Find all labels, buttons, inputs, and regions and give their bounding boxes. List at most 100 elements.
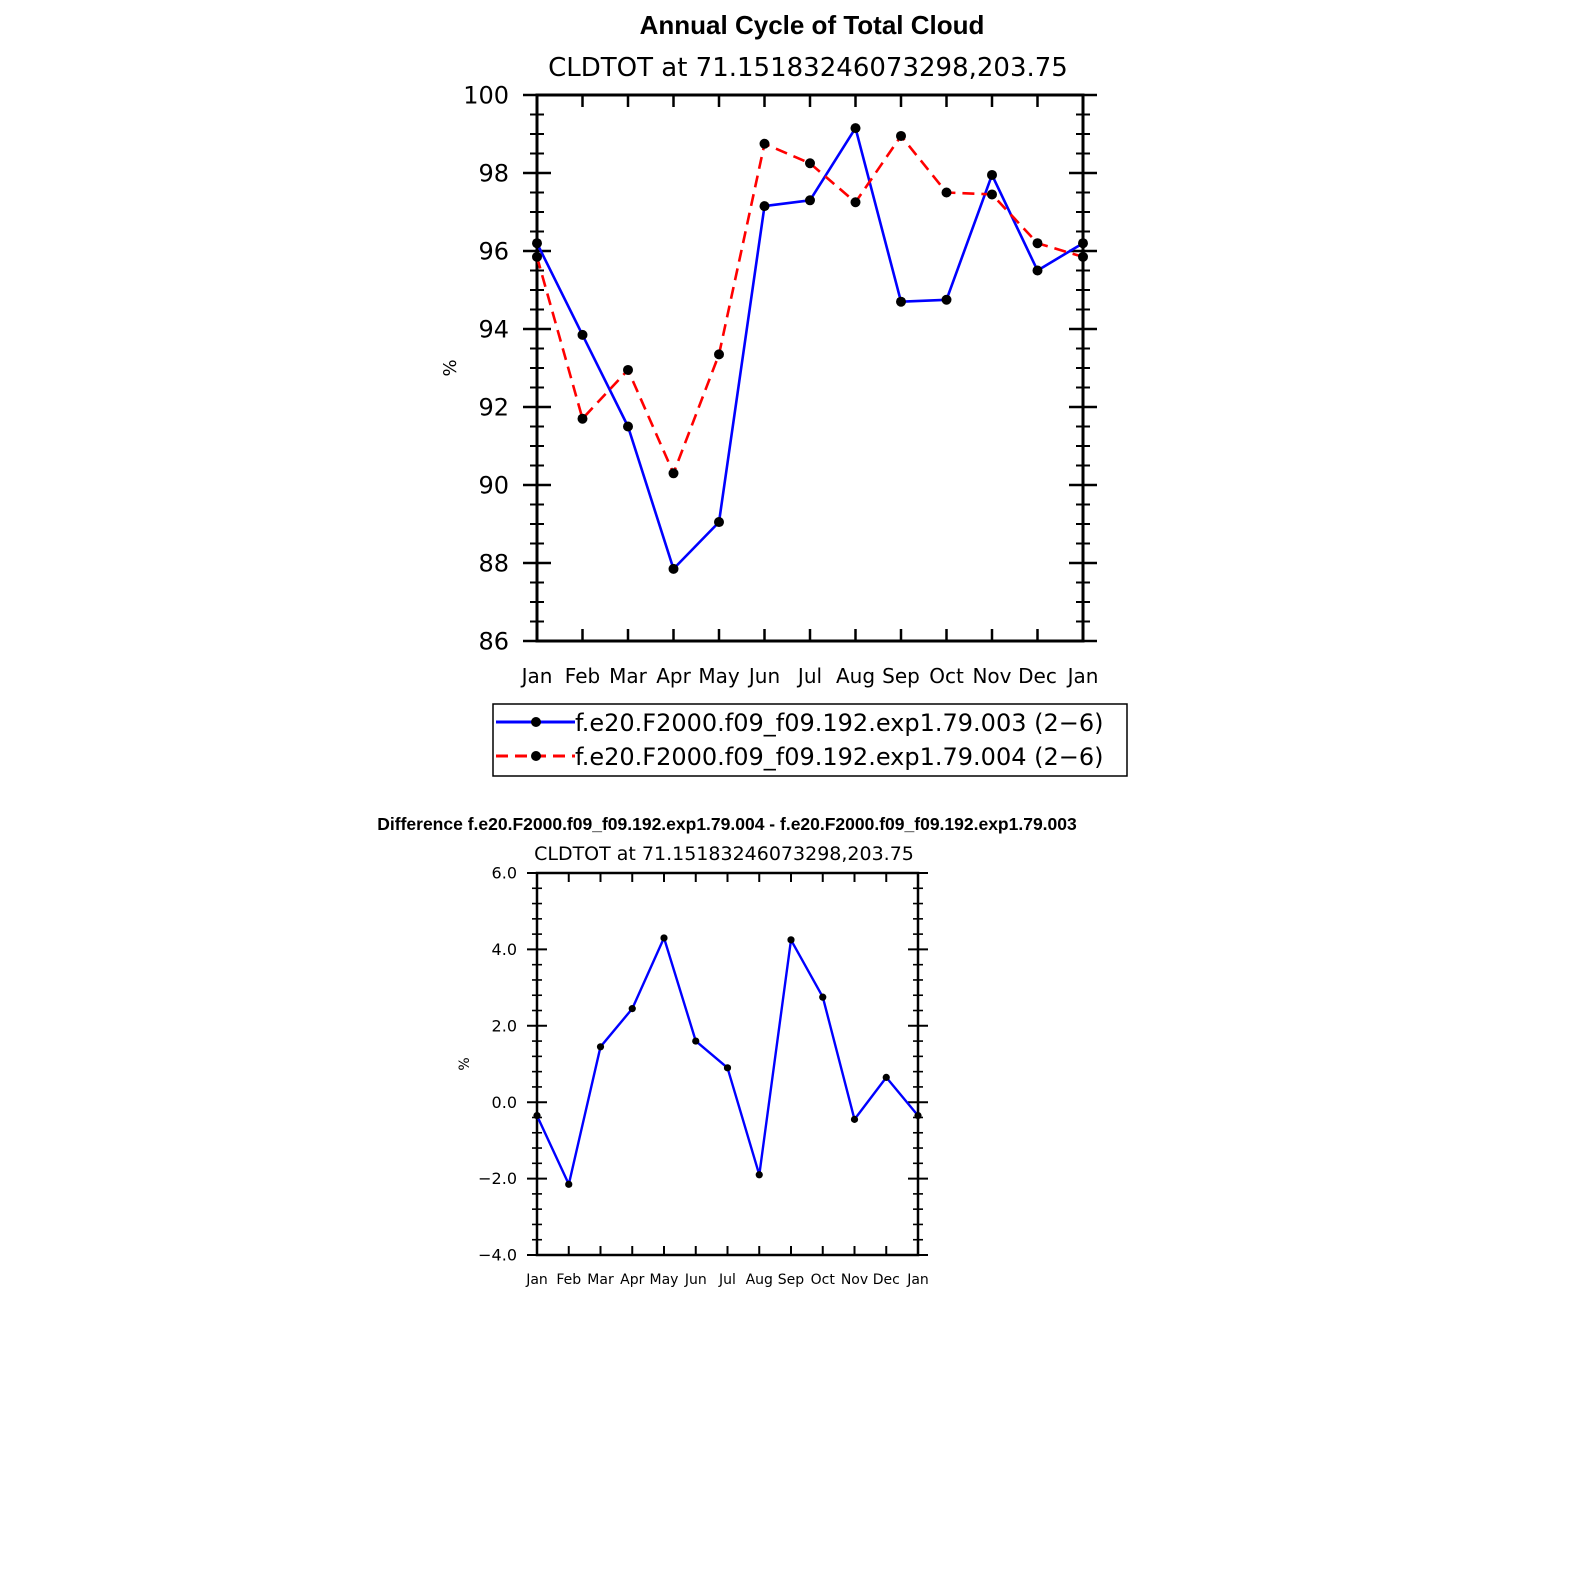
series-line-2 xyxy=(535,134,1084,475)
x-tick-label: Oct xyxy=(929,664,964,688)
chart2-plot: −4.0 −2.0 0.0 2.0 4.0 6.0 Jan Feb Mar Apr May Jun Ju… xyxy=(478,864,929,1288)
data-point-series-1 xyxy=(660,934,668,942)
data-point-series-2 xyxy=(987,189,997,200)
data-point-series-1 xyxy=(850,123,861,134)
x-tick-label: Feb xyxy=(556,1272,581,1288)
data-point-series-2 xyxy=(759,138,770,149)
data-point-series-1 xyxy=(914,1111,922,1120)
series-line-1 xyxy=(535,936,919,1186)
data-point-series-1 xyxy=(1032,265,1043,276)
x-tick-label: May xyxy=(698,664,740,688)
data-point-series-2 xyxy=(1032,238,1043,249)
data-point-series-1 xyxy=(896,296,906,307)
chart1-legend: f.e20.F2000.f09_f09.192.exp1.79.003 (2−6… xyxy=(492,703,1128,777)
y-tick-label: −2.0 xyxy=(478,1169,517,1188)
data-point-series-1 xyxy=(850,1115,859,1123)
chart1-subtitle: CLDTOT at 71.15183246073298,203.75 xyxy=(548,53,1068,83)
y-tick-label: 100 xyxy=(463,81,509,109)
x-tick-label: Jan xyxy=(1066,664,1099,688)
x-tick-label: Jun xyxy=(747,664,780,688)
x-tick-label: Jul xyxy=(718,1272,736,1288)
y-tick-label: 6.0 xyxy=(492,864,517,883)
y-tick-label: 92 xyxy=(478,393,509,421)
y-tick-label: 86 xyxy=(478,627,509,655)
data-point-series-2 xyxy=(941,187,952,198)
data-point-series-1 xyxy=(759,201,770,212)
y-tick-label: 4.0 xyxy=(492,940,517,959)
x-tick-label: Oct xyxy=(811,1272,836,1288)
chart1-ylabel: % xyxy=(440,359,461,376)
series-line-1 xyxy=(535,126,1084,571)
data-point-series-2 xyxy=(623,364,633,375)
data-point-series-2 xyxy=(805,158,815,169)
data-point-series-1 xyxy=(755,1171,763,1179)
x-tick-label: Mar xyxy=(587,1272,614,1288)
data-point-series-1 xyxy=(805,195,815,206)
x-tick-label: Feb xyxy=(565,664,600,688)
data-point-series-1 xyxy=(692,1037,700,1045)
chart1-title: Annual Cycle of Total Cloud xyxy=(640,10,985,40)
data-point-series-2 xyxy=(1078,251,1088,262)
plot-frame xyxy=(535,871,920,1257)
data-point-series-1 xyxy=(941,294,952,305)
x-tick-label: Sep xyxy=(778,1272,805,1288)
legend-label-series-1: f.e20.F2000.f09_f09.192.exp1.79.003 (2−6… xyxy=(575,709,1103,737)
legend-frame xyxy=(492,703,1128,777)
x-tick-label: Sep xyxy=(882,664,920,688)
data-point-series-1 xyxy=(668,563,679,574)
legend-label-series-2: f.e20.F2000.f09_f09.192.exp1.79.004 (2−6… xyxy=(575,743,1103,771)
data-point-series-1 xyxy=(623,421,633,432)
data-point-series-1 xyxy=(533,1111,541,1120)
x-tick-label: Jan xyxy=(520,664,553,688)
data-point-series-1 xyxy=(577,329,588,340)
x-tick-label: Mar xyxy=(609,664,648,688)
data-point-series-1 xyxy=(714,517,724,528)
y-tick-label: 2.0 xyxy=(492,1016,517,1035)
y-tick-label: 0.0 xyxy=(492,1093,517,1112)
data-point-series-2 xyxy=(896,130,906,141)
x-tick-label: Jun xyxy=(684,1272,707,1288)
y-tick-label: 98 xyxy=(478,159,509,187)
data-point-series-2 xyxy=(850,197,861,208)
x-tick-label: Apr xyxy=(656,664,691,688)
x-tick-label: Aug xyxy=(836,664,875,688)
plot-frame xyxy=(535,93,1085,643)
x-tick-label: Jul xyxy=(796,664,822,688)
data-point-series-2 xyxy=(668,468,679,479)
x-tick-label: Nov xyxy=(841,1272,868,1288)
data-point-series-2 xyxy=(532,251,542,262)
y-tick-label: 96 xyxy=(478,237,509,265)
chart2-subtitle: CLDTOT at 71.15183246073298,203.75 xyxy=(534,843,914,865)
data-point-series-1 xyxy=(628,1005,636,1013)
data-point-series-1 xyxy=(787,936,795,944)
x-tick-label: May xyxy=(650,1272,679,1288)
chart1-plot: 86 88 90 92 94 96 98 100 Jan Feb Mar Apr May Jun Jul Au… xyxy=(463,81,1098,688)
x-tick-label: Aug xyxy=(746,1272,773,1288)
data-point-series-1 xyxy=(819,993,827,1001)
x-tick-label: Jan xyxy=(525,1272,548,1288)
y-tick-label: 90 xyxy=(478,471,509,499)
y-tick-label: 94 xyxy=(478,315,509,343)
data-point-series-1 xyxy=(532,238,542,249)
data-point-series-1 xyxy=(565,1180,573,1188)
x-tick-label: Dec xyxy=(1018,664,1057,688)
legend-marker-series-2 xyxy=(531,751,541,761)
x-tick-label: Apr xyxy=(620,1272,644,1288)
data-point-series-1 xyxy=(882,1073,890,1081)
y-tick-label: 88 xyxy=(478,549,509,577)
x-tick-label: Jan xyxy=(906,1272,929,1288)
legend-marker-series-1 xyxy=(531,717,541,727)
data-point-series-2 xyxy=(714,349,724,360)
data-point-series-1 xyxy=(987,169,997,180)
x-tick-label: Nov xyxy=(972,664,1011,688)
data-point-series-1 xyxy=(1078,238,1088,249)
chart2-title: Difference f.e20.F2000.f09_f09.192.exp1.… xyxy=(377,814,1077,834)
data-point-series-2 xyxy=(577,413,588,424)
x-tick-label: Dec xyxy=(873,1272,900,1288)
data-point-series-1 xyxy=(723,1064,732,1072)
y-tick-label: −4.0 xyxy=(478,1246,517,1265)
data-point-series-1 xyxy=(596,1043,605,1051)
chart2-ylabel: % xyxy=(457,1057,473,1070)
